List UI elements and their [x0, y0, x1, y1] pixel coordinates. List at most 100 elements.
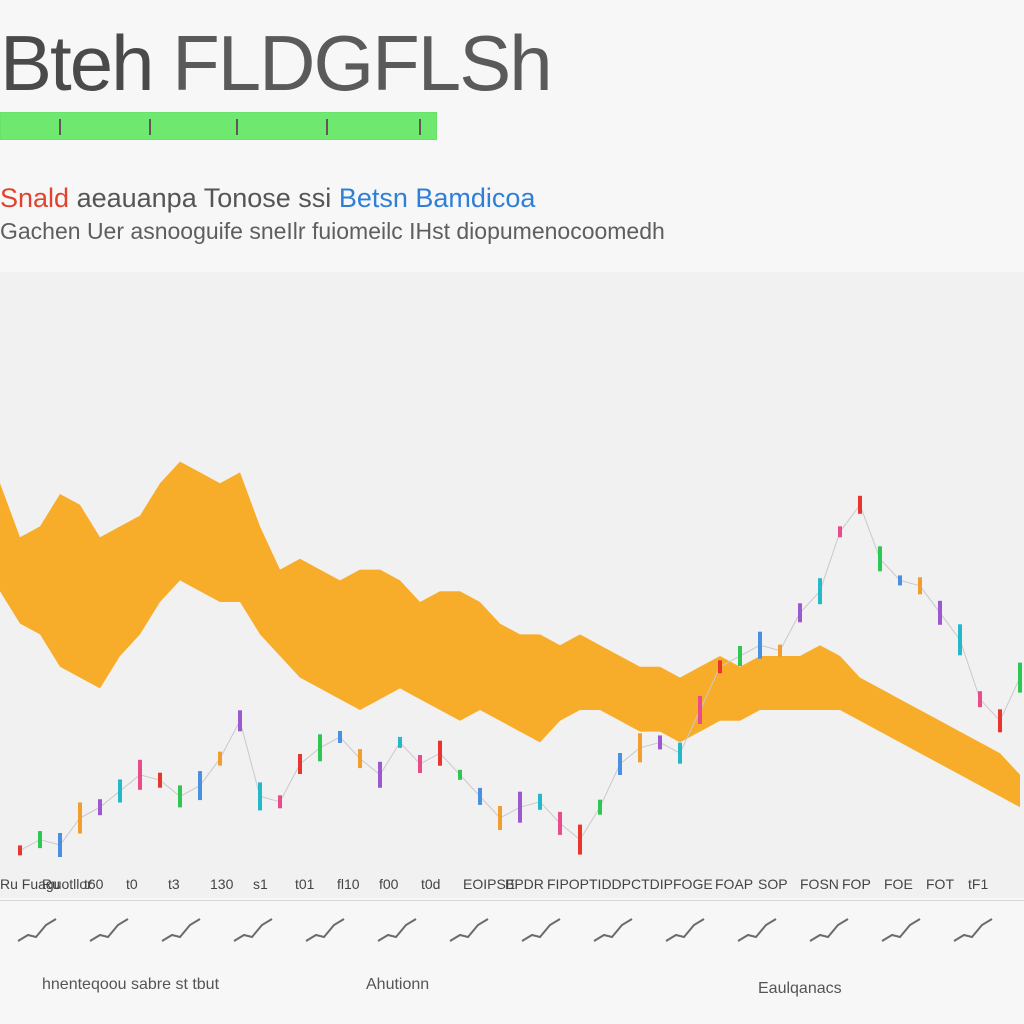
- candle-mark: [218, 751, 222, 766]
- candle-mark: [758, 631, 762, 659]
- x-tick-label: f00: [379, 876, 399, 892]
- sparkline-thumbnail-icon: [449, 918, 489, 942]
- footer: hnenteqoou sabre st tbut Ahutionn Eaulqa…: [0, 972, 1024, 1024]
- sparkline-thumbnail-icon: [17, 918, 57, 942]
- candle-mark: [618, 753, 622, 775]
- sparkline-thumbnail-icon: [233, 918, 273, 942]
- x-tick-label: fl10: [337, 876, 360, 892]
- x-tick-label: t01: [295, 876, 315, 892]
- x-tick-label: FIPOP: [547, 876, 590, 892]
- candle-mark: [778, 644, 782, 657]
- x-tick-label: SOP: [758, 876, 788, 892]
- candle-mark: [458, 769, 462, 780]
- footer-right-link[interactable]: Eaulqanacs: [758, 980, 842, 997]
- title-part-a: Bteh: [0, 19, 154, 107]
- sparkline-thumbnail-icon: [89, 918, 129, 942]
- candle-mark: [98, 799, 102, 816]
- candle-mark: [438, 740, 442, 766]
- x-tick-label: FOGE: [673, 876, 713, 892]
- candle-mark: [298, 754, 302, 774]
- candle-mark: [878, 546, 882, 572]
- x-tick-label: 130: [210, 876, 234, 892]
- footer-center-link[interactable]: Ahutionn: [366, 976, 430, 993]
- progress-tick: [326, 119, 328, 135]
- candle-mark: [858, 495, 862, 514]
- x-tick-label: t0: [126, 876, 138, 892]
- sparkline-thumbnail-icon: [665, 918, 705, 942]
- candle-mark: [118, 779, 122, 803]
- sparkline-thumbnail-icon: [377, 918, 417, 942]
- x-tick-label: CTDIP: [631, 876, 673, 892]
- sparkline-thumbnail-icon: [953, 918, 993, 942]
- subtitle-line-1: Snald aeauanpa Tonose ssi Betsn Bamdicoa: [0, 183, 535, 214]
- x-tick-label: s1: [253, 876, 268, 892]
- x-tick-label: t60: [84, 876, 104, 892]
- sparkline-thumbnail-icon: [161, 918, 201, 942]
- candle-mark: [718, 660, 722, 674]
- candle-mark: [898, 575, 902, 586]
- candle-mark: [398, 736, 402, 748]
- candle-mark: [958, 624, 962, 656]
- subtitle-blue-link[interactable]: Betsn Bamdicoa: [338, 183, 536, 213]
- x-tick-label: t3: [168, 876, 180, 892]
- candle-mark: [578, 824, 582, 855]
- candle-mark: [258, 782, 262, 811]
- x-tick-label: FOSN: [800, 876, 839, 892]
- divider: [0, 900, 1024, 901]
- x-tick-label: FOP: [842, 876, 871, 892]
- candle-mark: [238, 710, 242, 732]
- x-axis-tick-labels: Ru Fuaguotllor Ru t60 t0 t3 130 s1 t01 fl10 f00 t0…: [0, 872, 1024, 898]
- candle-mark: [918, 577, 922, 595]
- progress-bar: [0, 112, 437, 140]
- candle-mark: [978, 691, 982, 708]
- chart-plot-area: [0, 272, 1024, 898]
- sparkline-thumbnail-icon: [881, 918, 921, 942]
- candle-mark: [278, 795, 282, 809]
- progress-tick: [236, 119, 238, 135]
- subtitle-line-2: Gachen Uer asnooguife sneIlr fuiomeilc I…: [0, 218, 665, 244]
- thumbnail-strip-svg: [17, 918, 993, 942]
- candle-mark: [78, 802, 82, 834]
- x-tick-label: FOAP: [715, 876, 754, 892]
- x-tick-label: TIDDP: [589, 876, 631, 892]
- x-tick-label: Ru Fuaguotllor: [0, 876, 92, 892]
- candle-mark: [18, 845, 22, 856]
- candle-mark: [358, 749, 362, 769]
- candle-mark: [338, 731, 342, 743]
- candle-mark: [478, 787, 482, 805]
- x-tick-label: tF1: [968, 876, 989, 892]
- candle-mark: [698, 696, 702, 724]
- candle-mark: [658, 735, 662, 750]
- candle-mark: [198, 771, 202, 801]
- footer-left-text: hnenteqoou sabre st tbut: [42, 976, 220, 993]
- x-tick-label: EOIPSE: [463, 876, 516, 892]
- candle-mark: [598, 799, 602, 815]
- candle-mark: [558, 811, 562, 835]
- x-tick-label: Ru: [42, 876, 60, 892]
- candle-mark: [538, 793, 542, 810]
- area-band-series: [0, 461, 1020, 808]
- progress-tick: [419, 119, 421, 135]
- subtitle-gray-text: aeauanpa Tonose ssi: [76, 183, 332, 213]
- candle-mark: [58, 833, 62, 857]
- candle-mark: [178, 785, 182, 808]
- thumbnail-strip: [0, 905, 1024, 955]
- candle-mark: [138, 759, 142, 790]
- x-tick-label: t0d: [421, 876, 441, 892]
- page-title: Bteh FLDGFLSh: [0, 18, 553, 109]
- title-part-b: FLDGFLSh: [172, 19, 552, 107]
- candle-mark: [818, 578, 822, 605]
- candle-mark: [798, 603, 802, 623]
- x-tick-label: FOT: [926, 876, 954, 892]
- candle-mark: [378, 761, 382, 788]
- sparkline-thumbnail-icon: [305, 918, 345, 942]
- x-tick-label: FOE: [884, 876, 913, 892]
- sparkline-thumbnail-icon: [521, 918, 561, 942]
- candle-mark: [518, 791, 522, 823]
- sparkline-thumbnail-icon: [593, 918, 633, 942]
- candle-mark: [158, 772, 162, 788]
- candle-mark: [1018, 662, 1022, 693]
- candle-mark: [838, 526, 842, 538]
- progress-tick: [149, 119, 151, 135]
- sparkline-thumbnail-icon: [809, 918, 849, 942]
